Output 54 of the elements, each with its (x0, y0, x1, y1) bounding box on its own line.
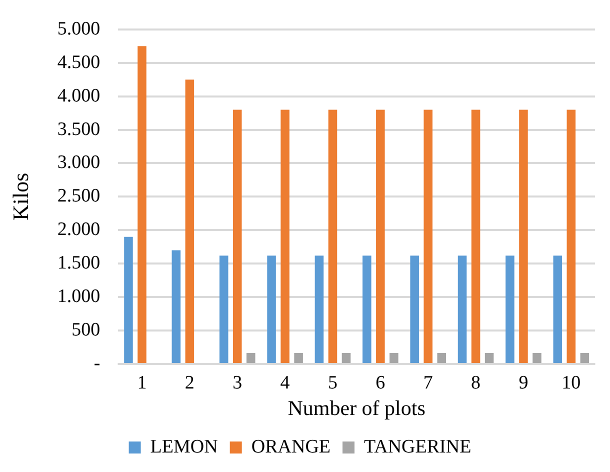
y-tick-label: 3.500 (57, 118, 100, 140)
bar (267, 256, 276, 363)
y-tick-label: 500 (72, 320, 100, 341)
legend-label: ORANGE (251, 436, 331, 458)
x-tick-label: 10 (562, 372, 581, 394)
bar (362, 256, 372, 363)
bar (376, 110, 385, 363)
y-tick-label: 1.000 (57, 286, 100, 308)
bar (519, 110, 528, 363)
x-axis-title: Number of plots (288, 396, 426, 420)
bar (246, 352, 256, 363)
bar (458, 256, 467, 363)
bar (185, 80, 194, 363)
bar (314, 256, 324, 363)
bar (471, 110, 480, 363)
y-tick-label: 1.500 (57, 252, 100, 274)
x-tick-label: 3 (232, 372, 242, 394)
bar (566, 110, 576, 363)
x-tick-label: 4 (280, 372, 290, 394)
y-tick-label: 5.000 (57, 18, 100, 40)
x-tick-label: 6 (376, 372, 386, 394)
bar (172, 250, 181, 363)
bar (342, 352, 351, 363)
y-tick-label: 4.500 (57, 52, 100, 73)
legend-label: LEMON (150, 436, 218, 458)
bar (280, 110, 290, 363)
bar (553, 256, 562, 363)
bar (437, 352, 446, 363)
legend-label: TANGERINE (364, 436, 472, 458)
bar (580, 352, 590, 363)
bar (532, 352, 542, 363)
x-tick-label: 1 (137, 372, 147, 394)
bar (506, 256, 514, 363)
bar (124, 236, 133, 363)
y-tick-label: 3.000 (57, 152, 100, 174)
bar (484, 352, 494, 363)
bar (232, 110, 242, 363)
bar (294, 352, 303, 363)
bar (424, 110, 432, 363)
x-tick-label: 2 (184, 372, 194, 394)
y-tick-label: - (94, 352, 100, 374)
bar (410, 256, 419, 363)
x-tick-label: 5 (328, 372, 338, 394)
x-tick-label: 7 (423, 372, 433, 394)
y-tick-label: 2.000 (57, 219, 100, 240)
bar (219, 256, 228, 363)
bar (328, 110, 338, 363)
bar (390, 352, 398, 363)
y-axis-title: Kilos (8, 172, 33, 221)
bar (138, 46, 146, 363)
y-tick-label: 2.500 (57, 186, 100, 207)
y-tick-label: 4.000 (57, 85, 100, 106)
x-tick-label: 9 (518, 372, 528, 394)
x-tick-label: 8 (471, 372, 481, 394)
